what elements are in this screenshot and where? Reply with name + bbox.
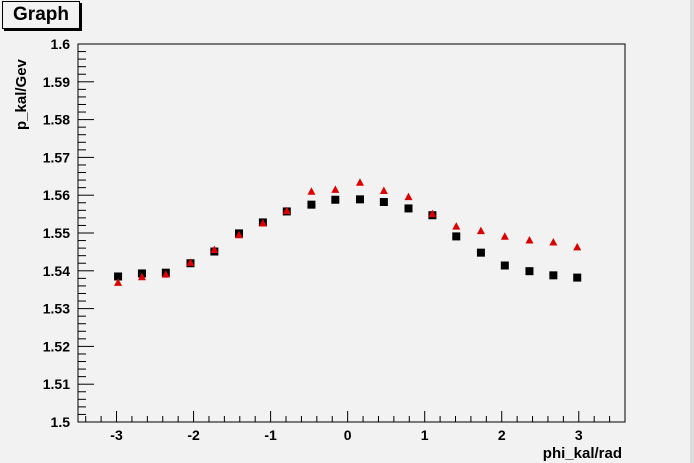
series-2-point	[428, 209, 437, 218]
series-2-point	[355, 178, 364, 186]
x-tick-label: -3	[110, 427, 123, 443]
series-1-point	[573, 273, 582, 282]
series-2-point	[500, 232, 509, 240]
x-tick-label: 2	[498, 427, 506, 443]
window-edge	[690, 0, 694, 463]
y-tick-label: 1.6	[51, 36, 71, 52]
series-2-point	[282, 206, 291, 215]
marks-group	[114, 178, 582, 286]
x-tick-label: -2	[187, 427, 200, 443]
axes-group: -3 -2 -1 0 1 2 3 1.5 1.51 1.52 1.53 1.54 1.55 1.56 1.5…	[43, 36, 626, 443]
series-2-point	[404, 192, 413, 201]
series-2-point	[379, 186, 388, 195]
series-2-point	[161, 270, 170, 278]
y-tick-label: 1.55	[43, 225, 70, 241]
y-tick-label: 1.51	[43, 376, 70, 392]
series-2-point	[210, 245, 219, 254]
series-2-point	[235, 230, 244, 239]
y-tick-label: 1.57	[43, 149, 70, 165]
series-2-point	[573, 242, 582, 251]
series-1-point	[331, 195, 340, 204]
y-tick-label: 1.53	[43, 301, 70, 317]
series-2-point	[114, 278, 123, 286]
series-1-point	[114, 272, 123, 281]
series-2-point	[186, 258, 195, 266]
series-2-point	[331, 185, 340, 193]
y-tick-label: 1.56	[43, 187, 70, 203]
x-axis-label: phi_kal/rad	[543, 445, 622, 462]
series-1-point	[404, 204, 413, 213]
series-1-point	[476, 248, 485, 257]
series-1-point	[500, 261, 509, 270]
x-tick-label: 0	[344, 427, 352, 443]
series-2-point	[549, 237, 558, 246]
plot-frame	[77, 43, 626, 423]
series-1-point	[355, 195, 364, 204]
series-2-point	[307, 187, 316, 195]
y-axis-label: p_kal/Gev	[13, 58, 30, 130]
series-1-point	[307, 200, 316, 209]
y-tick-label: 1.52	[43, 338, 70, 354]
series-1-point	[549, 271, 558, 280]
y-tick-label: 1.54	[43, 263, 70, 279]
x-tick-label: 1	[421, 427, 429, 443]
y-tick-label: 1.59	[43, 74, 70, 90]
series-1-point	[452, 232, 461, 241]
series-2-point	[476, 226, 485, 235]
x-tick-label: 3	[575, 427, 583, 443]
series-2-point	[525, 236, 534, 244]
y-tick-label: 1.5	[51, 414, 71, 430]
series-2-point	[258, 219, 267, 227]
series-1-point	[525, 267, 534, 276]
series-2-point	[137, 272, 146, 281]
series-1-point	[379, 198, 388, 207]
graph-title-box: Graph	[2, 1, 80, 29]
x-tick-label: -1	[264, 427, 277, 443]
y-tick-label: 1.58	[43, 112, 70, 128]
series-2-point	[452, 222, 461, 230]
graph-title: Graph	[13, 4, 69, 25]
